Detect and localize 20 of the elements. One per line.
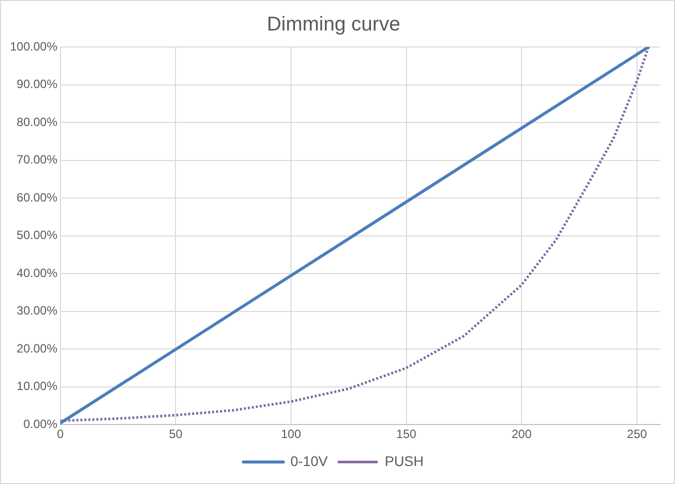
legend-label: PUSH [384, 452, 424, 469]
x-tick-label: 0 [57, 427, 64, 442]
y-tick-label: 50.00% [16, 228, 58, 242]
y-tick-label: 10.00% [16, 379, 58, 394]
y-tick-label: 100.00% [10, 39, 58, 54]
x-tick-label: 200 [512, 427, 532, 442]
x-tick-label: 100 [280, 427, 302, 442]
y-tick-label: 40.00% [16, 266, 58, 280]
y-tick-label: 20.00% [16, 341, 58, 356]
x-tick-label: 150 [396, 427, 417, 442]
y-tick-label: 70.00% [16, 152, 58, 167]
x-tick-label: 50 [169, 427, 183, 442]
legend-label: 0-10V [290, 452, 328, 469]
chart-title: Dimming curve [266, 14, 400, 36]
y-tick-label: 60.00% [16, 190, 58, 204]
y-tick-label: 0.00% [23, 416, 58, 431]
x-tick-label: 250 [626, 427, 648, 442]
y-tick-label: 30.00% [16, 304, 58, 318]
y-tick-label: 90.00% [16, 77, 58, 92]
y-tick-label: 80.00% [16, 114, 58, 129]
